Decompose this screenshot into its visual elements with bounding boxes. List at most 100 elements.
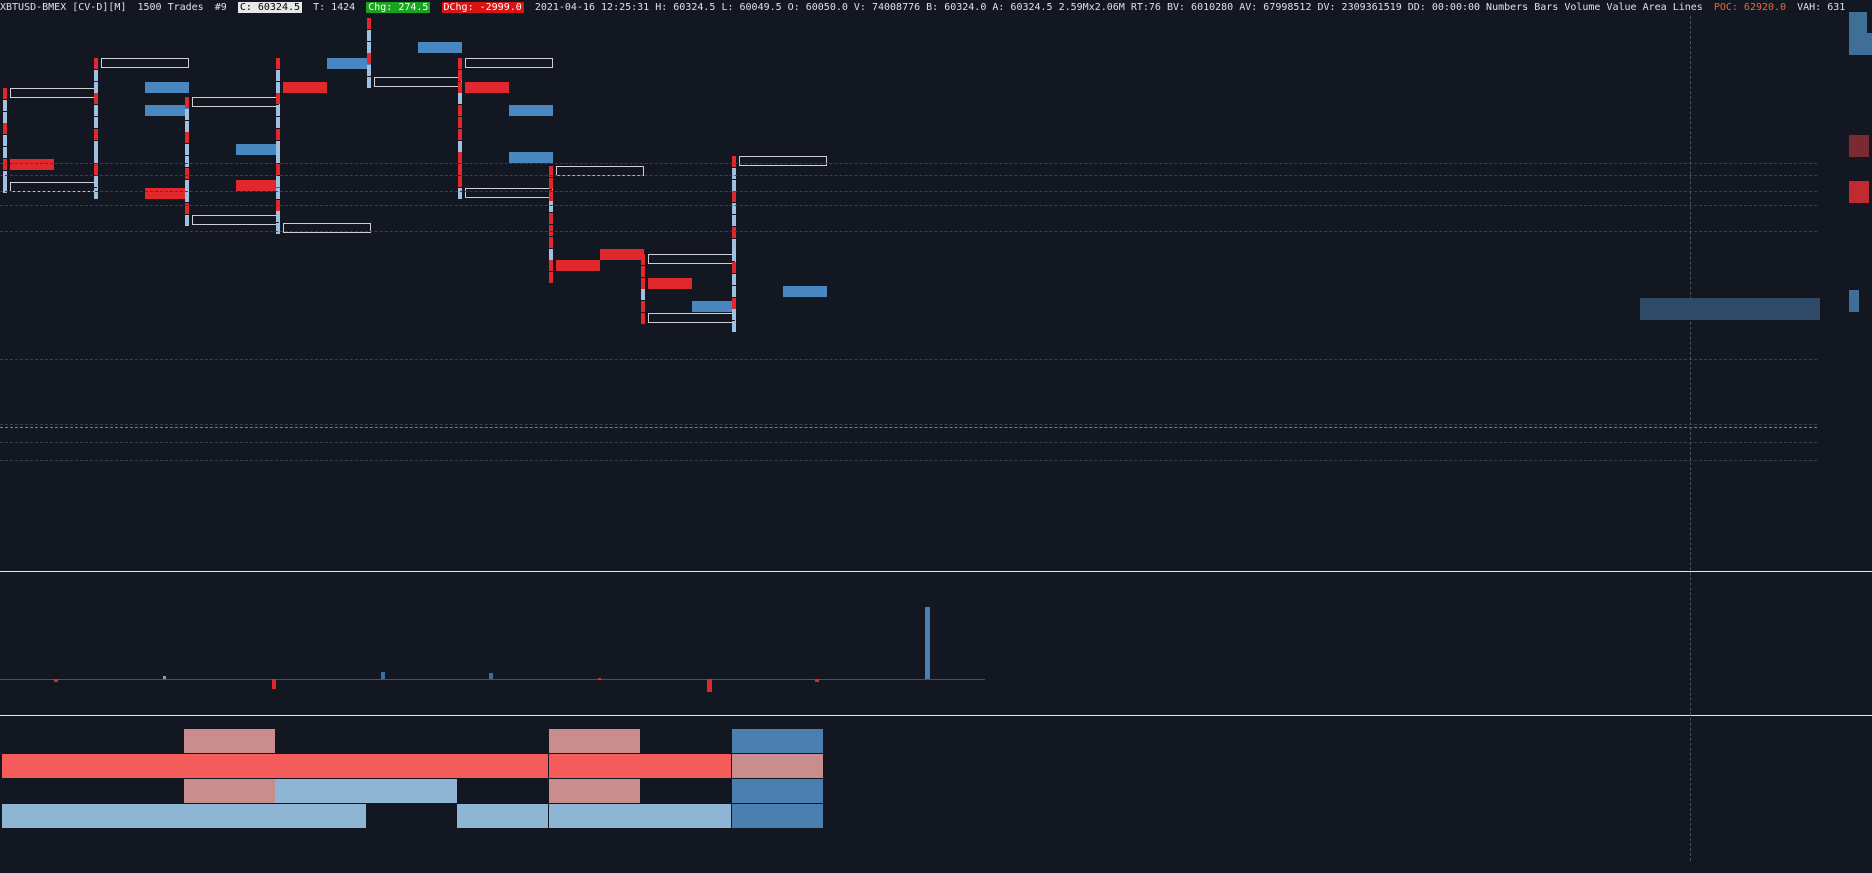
- stats-cell-total-vol: [184, 804, 275, 828]
- footprint-ask-cell: [145, 152, 189, 163]
- footprint-bar: [732, 285, 736, 297]
- grid-dashed-line: [0, 359, 1817, 360]
- footprint-ask-cell: [418, 65, 462, 76]
- footprint-bid-cell: [465, 176, 509, 187]
- footprint-ask-cell: [54, 112, 98, 123]
- footprint-bar: [732, 309, 736, 321]
- footprint-bar: [732, 226, 736, 238]
- footprint-ask-cell: [145, 70, 189, 81]
- pane-divider-top[interactable]: [0, 571, 1872, 572]
- footprint-ask-cell: [509, 176, 553, 187]
- footprint-bid-cell: [192, 132, 236, 143]
- footprint-bar: [732, 156, 736, 167]
- grid-dashed-line: [0, 205, 1817, 206]
- footprint-ask-cell: [783, 274, 827, 285]
- footprint-bar: [732, 191, 736, 203]
- footprint-bid-cell: [283, 141, 327, 152]
- footprint-bar: [549, 225, 553, 236]
- volume-profile-bar: [1849, 33, 1872, 55]
- pane-divider-bottom[interactable]: [0, 715, 1872, 716]
- footprint-bid-cell: [739, 191, 783, 202]
- stats-cell-delta: [2, 729, 93, 753]
- footprint-bar: [3, 147, 7, 158]
- footprint-bar: [276, 223, 280, 235]
- footprint-bar: [367, 53, 371, 65]
- footprint-bar: [458, 164, 462, 176]
- footprint-bar: [732, 297, 736, 309]
- grid-dashed-line: [0, 191, 1817, 192]
- footprint-bar: [732, 179, 736, 191]
- footprint-bar: [94, 69, 98, 81]
- stats-cell-delta-day: [93, 754, 184, 778]
- footprint-bid-cell: [374, 42, 418, 53]
- footprint-bar: [458, 176, 462, 187]
- stats-cell-delta-day: [732, 754, 823, 778]
- volume-profile-bar: [1849, 135, 1869, 157]
- footprint-bid-cell: [283, 152, 327, 163]
- footprint-bid-cell: [556, 178, 600, 189]
- stats-cell-delta-pct: [457, 779, 548, 803]
- footprint-bar: [276, 58, 280, 69]
- footprint-bid-cell: [556, 237, 600, 248]
- poc-label: POC: 62920.0: [1713, 2, 1787, 13]
- footprint-bid-cell: [101, 82, 145, 93]
- bar-info: 2021-04-16 12:25:31 H: 60324.5 L: 60049.…: [534, 2, 1703, 13]
- footprint-ask-cell: [236, 144, 280, 156]
- footprint-bar: [276, 152, 280, 164]
- footprint-ask-cell: [327, 176, 371, 187]
- footprint-ask-cell: [236, 191, 280, 202]
- delta-histogram-bar: [381, 672, 385, 679]
- footprint-bid-cell: [10, 112, 54, 123]
- footprint-poc-box: [648, 254, 736, 264]
- footprint-ask-cell: [692, 301, 736, 313]
- footprint-bid-cell: [465, 93, 509, 104]
- footprint-ask-cell: [783, 309, 827, 320]
- footprint-ask-cell: [54, 135, 98, 146]
- stats-cell-total-vol: [275, 804, 366, 828]
- stats-cell-total-vol: [640, 804, 731, 828]
- footprint-ask-cell: [600, 213, 644, 224]
- footprint-bar: [549, 248, 553, 260]
- footprint-bid-cell: [739, 274, 783, 285]
- footprint-ask-cell: [236, 179, 280, 191]
- footprint-bid-cell: [648, 289, 692, 300]
- stats-cell-duration: [549, 830, 640, 854]
- footprint-bid-cell: [739, 239, 783, 250]
- footprint-ask-cell: [600, 248, 644, 260]
- footprint-poc-box: [648, 313, 736, 323]
- footprint-ask-cell: [600, 272, 644, 283]
- footprint-bar: [458, 105, 462, 117]
- close-price: C: 60324.5: [237, 2, 303, 13]
- footprint-bid-cell: [739, 309, 783, 320]
- footprint-bid-cell: [283, 176, 327, 187]
- footprint-ask-cell: [327, 188, 371, 199]
- stats-cell-delta-pct: [2, 779, 93, 803]
- footprint-ask-cell: [327, 141, 371, 152]
- footprint-ask-cell: [327, 93, 371, 104]
- footprint-ask-cell: [327, 129, 371, 140]
- footprint-bar: [458, 81, 462, 93]
- stats-cell-delta-day: [457, 754, 548, 778]
- footprint-poc-box: [10, 88, 98, 98]
- footprint-bid-cell: [374, 53, 418, 64]
- footprint-ask-cell: [236, 132, 280, 143]
- footprint-bid-cell: [465, 105, 509, 116]
- footprint-bid-cell: [283, 164, 327, 175]
- footprint-bar: [458, 187, 462, 199]
- footprint-poc-box: [739, 156, 827, 166]
- footprint-bar: [276, 81, 280, 93]
- footprint-ask-cell: [509, 152, 553, 164]
- footprint-bar: [732, 262, 736, 274]
- footprint-bar: [732, 274, 736, 285]
- volume-profile-bar: [1849, 12, 1867, 34]
- footprint-bar: [367, 18, 371, 29]
- footprint-bid-cell: [101, 70, 145, 81]
- footprint-bar: [94, 187, 98, 199]
- footprint-bar: [185, 191, 189, 203]
- footprint-bid-cell: [739, 250, 783, 261]
- grid-dashed-line: [0, 424, 1817, 425]
- footprint-bid-cell: [283, 129, 327, 140]
- delta-histogram-bar: [925, 607, 930, 679]
- footprint-bid-cell: [101, 129, 145, 140]
- footprint-bid-cell: [556, 201, 600, 212]
